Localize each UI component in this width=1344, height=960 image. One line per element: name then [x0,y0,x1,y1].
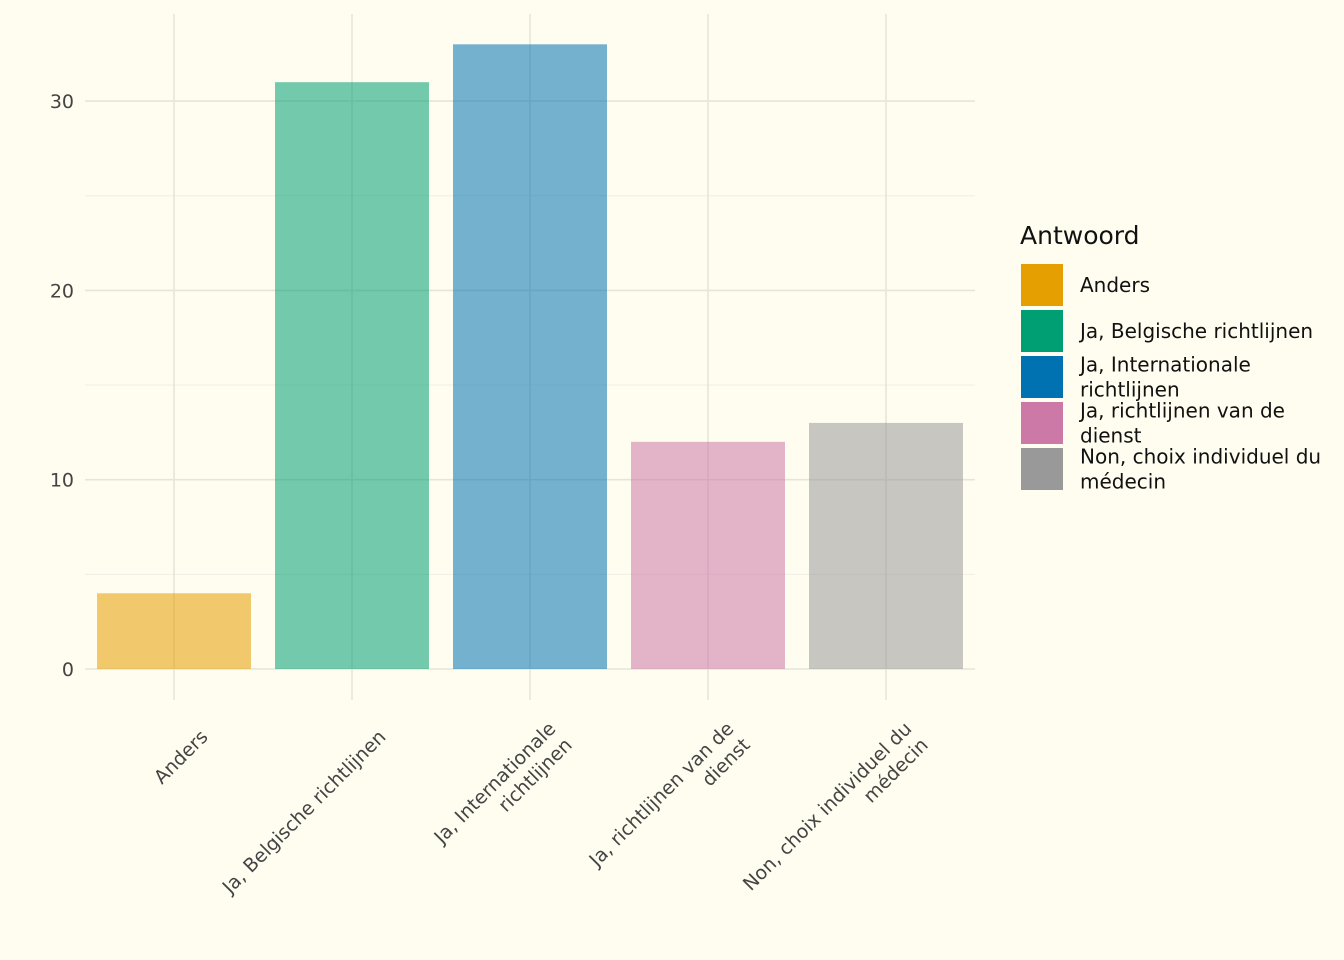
legend-key [1021,402,1063,444]
legend-label: Non, choix individuel du médecin [1080,445,1321,494]
legend: Antwoord Anders Ja, Belgische richtlijnen… [1020,221,1321,494]
svg-text:Ja, richtlijnen van dedienst: Ja, richtlijnen van dedienst [584,718,754,888]
x-tick-label: Ja, Belgische richtlijnen [218,726,391,899]
legend-title: Antwoord [1020,221,1140,250]
legend-label: Ja, Internationale richtlijnen [1078,353,1251,402]
x-tick-label: Ja, richtlijnen van dedienst [584,718,754,888]
svg-text:Non, choix individuel dumédeci: Non, choix individuel dumédecin [739,718,933,912]
bar [809,422,963,669]
x-tick-label: Non, choix individuel dumédecin [739,718,933,912]
legend-label: Ja, richtlijnen van de dienst [1078,399,1285,448]
y-tick-label: 20 [50,280,74,302]
x-axis: Anders Ja, Belgische richtlijnen Ja, Inter… [150,718,933,912]
svg-text:Anders: Anders [150,726,213,789]
y-tick-label: 0 [62,659,74,681]
legend-label: Anders [1080,273,1150,297]
bar [97,593,251,669]
legend-key [1021,356,1063,398]
svg-text:Ja, Belgische richtlijnen: Ja, Belgische richtlijnen [218,726,391,899]
y-axis: 0 10 20 30 [50,91,74,681]
x-tick-label: Ja, Internationalerichtlijnen [429,718,576,865]
legend-label: Ja, Belgische richtlijnen [1078,319,1313,343]
y-tick-label: 10 [50,470,74,492]
svg-text:Ja, Internationalerichtlijnen: Ja, Internationalerichtlijnen [429,718,576,865]
x-tick-label: Anders [150,726,213,789]
legend-key [1021,448,1063,490]
y-tick-label: 30 [50,91,74,113]
legend-key [1021,264,1063,306]
bar [275,82,429,670]
bars [97,44,963,670]
bar [453,44,607,670]
bar [631,441,785,669]
legend-key [1021,310,1063,352]
